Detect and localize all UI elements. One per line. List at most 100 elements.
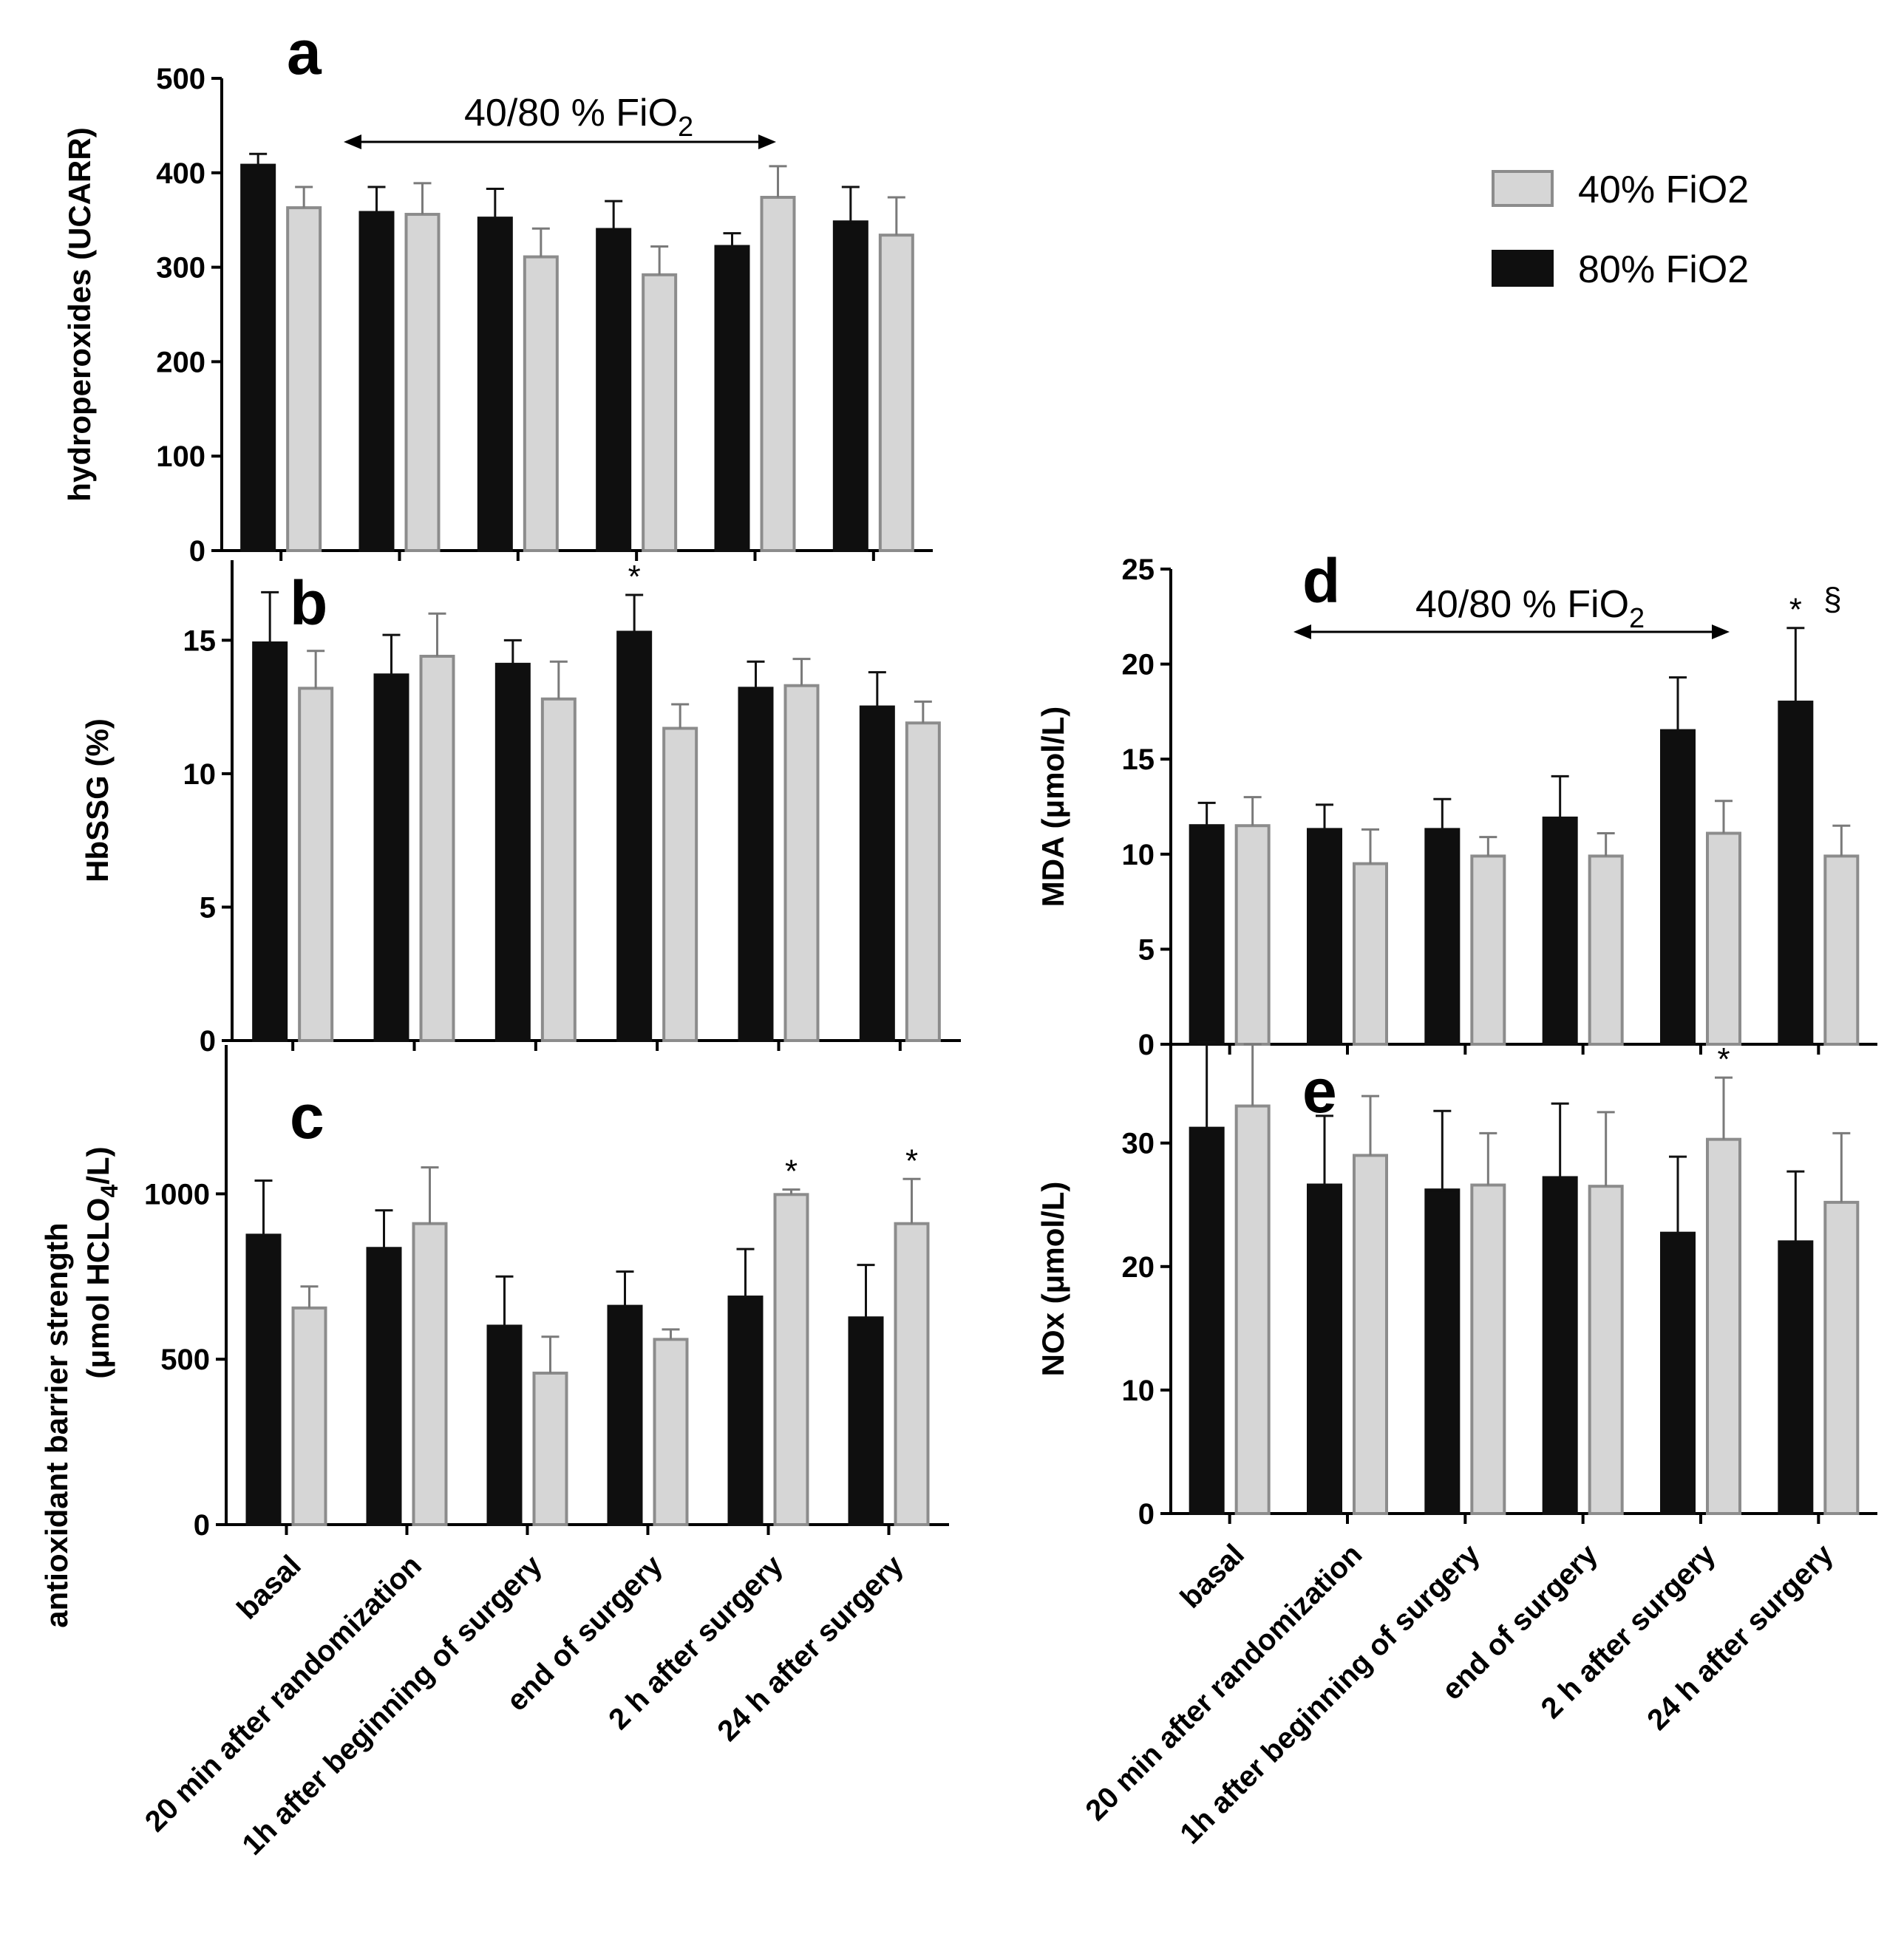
bar-b-40-1 xyxy=(419,655,455,1042)
bar-c-40-2 xyxy=(532,1372,568,1526)
y-tick-label: 100 xyxy=(156,440,205,473)
y-tick-label: 500 xyxy=(156,63,205,95)
bar-b-40-2 xyxy=(540,697,577,1042)
legend: 40% FiO2 80% FiO2 xyxy=(1492,168,1749,291)
bar-e-80-3 xyxy=(1542,1176,1578,1515)
bar-d-40-4 xyxy=(1706,831,1741,1046)
y-axis-title: NOx (μmol/L) xyxy=(1036,1182,1070,1377)
legend-label-40: 40% FiO2 xyxy=(1578,168,1749,211)
bar-c-80-5 xyxy=(848,1316,884,1527)
ylabel-sub: 4 xyxy=(96,1185,123,1198)
bar-d-80-0 xyxy=(1189,824,1225,1046)
y-tick-label: 20 xyxy=(1122,1251,1155,1284)
bar-e-40-4 xyxy=(1706,1137,1741,1515)
y-axis-title-line2: (μmol HCLO4/L) xyxy=(81,1146,123,1378)
bar-a-40-3 xyxy=(642,273,678,552)
ylabel-tail: /L) xyxy=(81,1146,115,1184)
panel-b: 0 5 10 15 * b HbSSG (%) xyxy=(80,559,961,1058)
panel-letter: a xyxy=(287,18,322,87)
panel-letter: d xyxy=(1302,546,1340,616)
panel-letter: c xyxy=(290,1082,324,1151)
bar-b-40-4 xyxy=(783,684,820,1042)
category-label: basal xyxy=(231,1549,307,1625)
annotation-text: 40/80 % FiO xyxy=(464,92,678,135)
bar-a-80-1 xyxy=(358,211,395,552)
significance-marker: * xyxy=(1789,592,1802,628)
y-tick-label: 500 xyxy=(160,1344,210,1376)
bar-e-80-1 xyxy=(1307,1183,1342,1515)
category-label: basal xyxy=(1174,1538,1251,1614)
y-tick-label: 300 xyxy=(156,252,205,285)
legend-swatch-80 xyxy=(1492,250,1554,287)
bar-e-40-1 xyxy=(1353,1154,1388,1516)
fio2-annotation: 40/80 % FiO2 xyxy=(1415,583,1645,634)
y-tick-label: 0 xyxy=(200,1025,216,1058)
significance-marker: * xyxy=(905,1143,918,1179)
bar-b-80-5 xyxy=(859,705,895,1042)
arrow-head-right xyxy=(758,135,776,149)
panel-a: 0 100 200 300 400 500 a 40/80 % FiO2 hydroperoxi… xyxy=(62,18,933,568)
panel-d: 0 5 10 15 20 25 * § d 40/80 % FiO2 MDA (μmol/L) xyxy=(1036,546,1877,1061)
bar-b-40-5 xyxy=(905,721,941,1042)
arrow-head-left xyxy=(344,135,361,149)
y-tick-label: 10 xyxy=(1122,839,1155,871)
bar-d-80-2 xyxy=(1424,828,1461,1046)
arrow-head-right xyxy=(1712,624,1730,639)
significance-marker: § xyxy=(1823,582,1841,618)
panel-c: 0 500 1000 * * c antioxidant barrier strength(… xyxy=(39,1045,949,1862)
legend-swatch-40 xyxy=(1492,170,1554,207)
bar-a-40-4 xyxy=(760,196,796,552)
bar-a-80-3 xyxy=(596,228,632,552)
bar-a-80-4 xyxy=(714,245,750,552)
bar-e-80-4 xyxy=(1660,1231,1696,1515)
y-tick-label: 400 xyxy=(156,157,205,190)
bar-a-40-0 xyxy=(286,206,322,552)
y-tick-label: 0 xyxy=(189,535,205,568)
legend-label-80: 80% FiO2 xyxy=(1578,248,1749,291)
y-tick-label: 1000 xyxy=(144,1178,210,1211)
significance-marker: * xyxy=(785,1154,798,1190)
bar-d-40-2 xyxy=(1470,854,1506,1046)
y-tick-label: 25 xyxy=(1122,554,1155,586)
y-tick-label: 15 xyxy=(1122,743,1155,776)
bar-a-40-1 xyxy=(404,213,441,552)
bar-e-40-3 xyxy=(1588,1185,1624,1515)
bar-c-80-2 xyxy=(486,1324,523,1526)
y-tick-label: 0 xyxy=(1138,1029,1155,1061)
bar-c-80-3 xyxy=(607,1304,643,1527)
bar-b-40-0 xyxy=(298,687,334,1042)
y-axis-title: MDA (μmol/L) xyxy=(1036,707,1070,907)
significance-marker: * xyxy=(1717,1041,1730,1078)
bar-c-80-0 xyxy=(245,1233,282,1526)
bar-d-80-5 xyxy=(1778,701,1814,1046)
y-tick-label: 10 xyxy=(183,758,217,791)
bar-c-40-1 xyxy=(412,1222,448,1526)
bar-d-80-1 xyxy=(1307,828,1342,1046)
y-tick-label: 0 xyxy=(1138,1498,1155,1531)
y-tick-label: 15 xyxy=(183,624,217,657)
panel-letter: b xyxy=(290,568,327,638)
y-tick-label: 10 xyxy=(1122,1375,1155,1407)
bar-d-40-0 xyxy=(1234,824,1271,1046)
bar-b-40-3 xyxy=(662,726,698,1042)
bar-a-40-5 xyxy=(878,234,914,552)
y-tick-label: 5 xyxy=(1138,933,1155,966)
bar-c-80-1 xyxy=(366,1247,402,1526)
y-tick-label: 200 xyxy=(156,346,205,378)
bar-c-40-3 xyxy=(653,1338,689,1526)
annotation-text: 40/80 % FiO xyxy=(1415,583,1629,626)
bar-e-80-0 xyxy=(1189,1126,1225,1515)
bar-e-40-2 xyxy=(1470,1183,1506,1515)
y-tick-label: 0 xyxy=(194,1509,210,1542)
bar-c-40-0 xyxy=(291,1306,327,1527)
y-axis-title: hydroperoxides (UCARR) xyxy=(62,127,97,501)
bar-a-80-2 xyxy=(477,217,513,552)
ylabel-part: (μmol HCLO xyxy=(81,1198,115,1379)
y-tick-label: 30 xyxy=(1122,1128,1155,1160)
bar-c-80-4 xyxy=(727,1296,764,1526)
bar-d-40-3 xyxy=(1588,854,1624,1046)
bar-b-80-4 xyxy=(738,687,774,1042)
